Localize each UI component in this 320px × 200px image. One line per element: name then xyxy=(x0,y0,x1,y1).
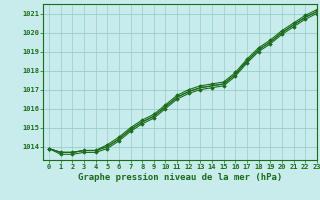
X-axis label: Graphe pression niveau de la mer (hPa): Graphe pression niveau de la mer (hPa) xyxy=(78,173,282,182)
